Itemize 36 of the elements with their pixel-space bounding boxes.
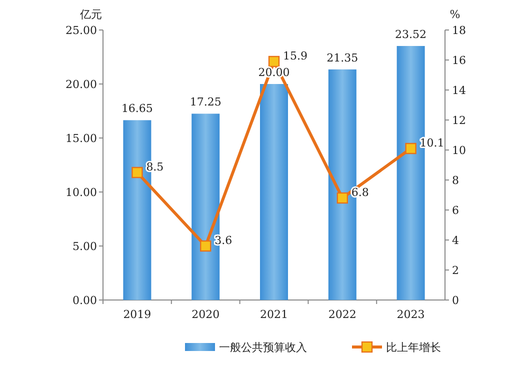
- x-tick-label: 2020: [192, 308, 220, 321]
- legend-label: 比上年增长: [386, 341, 441, 354]
- y2-tick-label: 2: [452, 264, 459, 277]
- y-tick-label: 15.00: [66, 132, 97, 145]
- y-tick-label: 10.00: [66, 186, 97, 199]
- data-label: 21.35: [326, 51, 358, 64]
- y2-tick-label: 14: [452, 84, 466, 97]
- data-label: 15.9: [283, 50, 308, 62]
- data-label: 23.52: [395, 28, 427, 41]
- y2-tick-label: 18: [452, 24, 466, 37]
- point: [268, 56, 280, 68]
- y2-tick-label: 6: [452, 204, 459, 217]
- point: [405, 142, 416, 154]
- y-tick-label: 5.00: [72, 240, 97, 253]
- y2-tick-label: 10: [452, 144, 466, 157]
- bar: [260, 84, 288, 300]
- point: [336, 192, 348, 204]
- legend-label: 一般公共预算收入: [219, 341, 307, 354]
- x-tick-label: 2019: [123, 308, 152, 321]
- x-tick-label: 2022: [328, 308, 356, 321]
- y-tick-label: 0.00: [72, 294, 97, 307]
- y2-tick-label: 0: [452, 294, 459, 307]
- data-label: 16.65: [121, 102, 153, 116]
- y-tick-label: 20.00: [66, 78, 97, 91]
- data-label: 17.25: [190, 96, 222, 109]
- y2-tick-label: 12: [452, 114, 466, 127]
- point: [200, 240, 212, 252]
- y2-tick-label: 8: [452, 174, 459, 187]
- y2-tick-label: 16: [452, 54, 466, 67]
- y2-tick-label: 4: [452, 234, 459, 247]
- y-axis-title: 亿元: [79, 8, 102, 21]
- y-tick-label: 25.00: [66, 24, 97, 37]
- y2-axis-title: %: [450, 8, 460, 21]
- x-tick-label: 2021: [260, 308, 288, 321]
- x-tick-label: 2023: [396, 308, 425, 321]
- point: [132, 166, 143, 178]
